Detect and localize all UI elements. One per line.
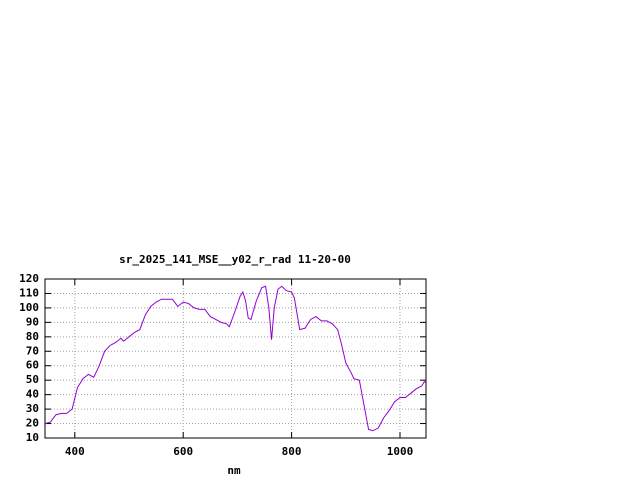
- x-tick-label: 1000: [387, 445, 414, 458]
- y-tick-label: 80: [26, 330, 39, 343]
- y-tick-label: 70: [26, 344, 39, 357]
- y-tick-label: 50: [26, 373, 39, 386]
- y-tick-label: 100: [19, 301, 39, 314]
- y-tick-label: 120: [19, 272, 39, 285]
- chart-title: sr_2025_141_MSE__y02_r_rad 11-20-00: [119, 253, 351, 266]
- y-tick-label: 40: [26, 388, 39, 401]
- plot-frame: [44, 278, 427, 439]
- y-tick-label: 110: [19, 286, 39, 299]
- y-tick-label: 20: [26, 417, 39, 430]
- y-tick-label: 90: [26, 315, 39, 328]
- x-axis-label: nm: [227, 464, 241, 477]
- y-tick-label: 10: [26, 431, 39, 444]
- data-line: [44, 285, 427, 432]
- y-tick-label: 60: [26, 359, 39, 372]
- x-tick-label: 400: [65, 445, 85, 458]
- y-tick-label: 30: [26, 402, 39, 415]
- x-tick-label: 800: [282, 445, 302, 458]
- x-tick-label: 600: [173, 445, 193, 458]
